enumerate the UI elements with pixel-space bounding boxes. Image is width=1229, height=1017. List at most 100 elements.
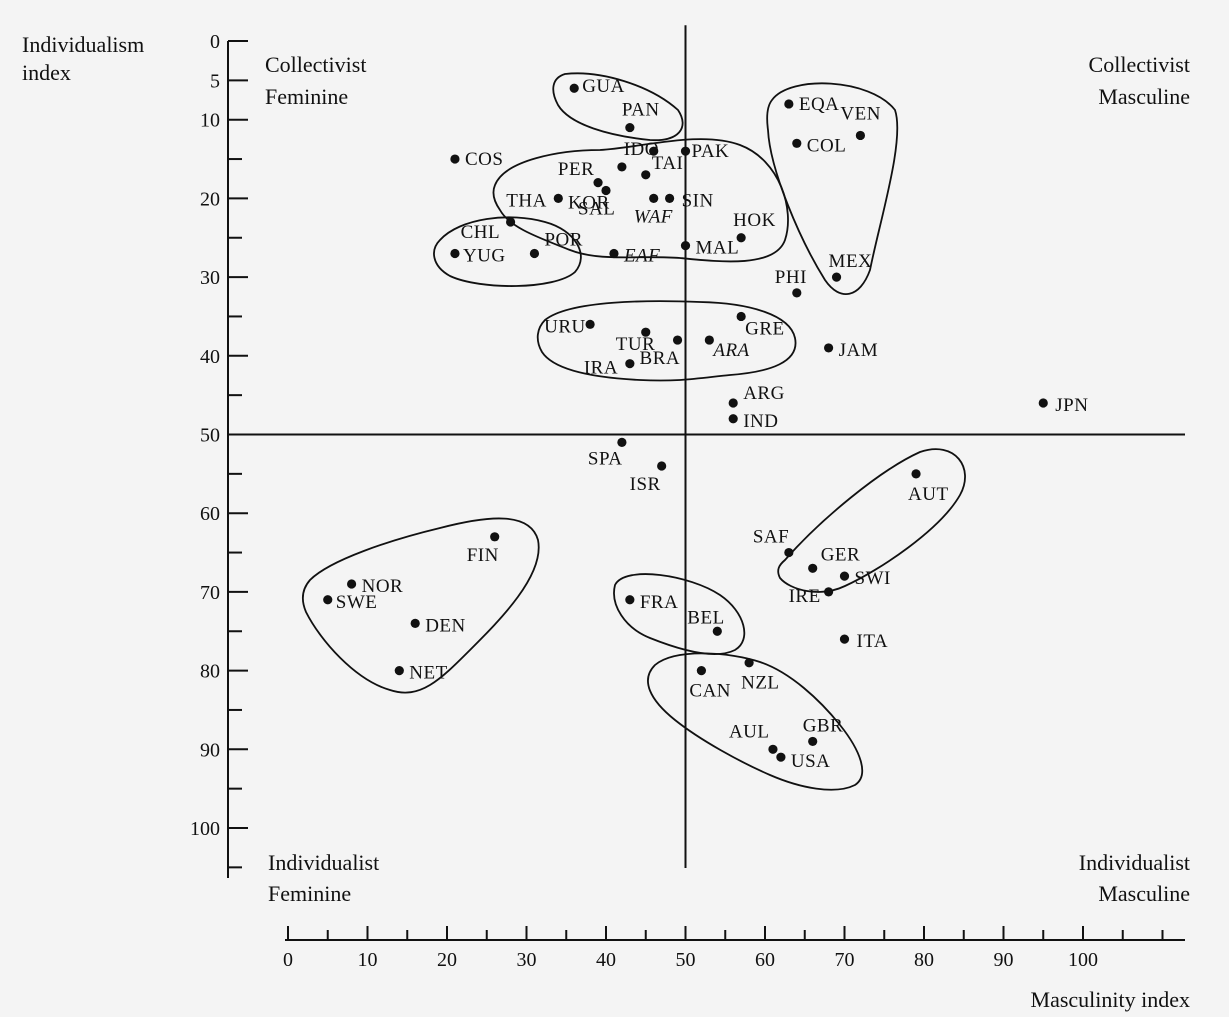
data-label-tur: TUR	[616, 334, 656, 355]
y-tick-label: 90	[200, 739, 220, 761]
x-axis-title: Masculinity index	[1031, 987, 1190, 1012]
data-point-jam	[824, 343, 834, 353]
data-point-waf	[649, 193, 659, 203]
data-point-hok	[736, 233, 746, 243]
data-label-col: COL	[807, 135, 847, 156]
cluster-asia	[492, 138, 789, 263]
data-label-tai: TAI	[652, 153, 684, 174]
data-point-nzl	[744, 658, 754, 668]
data-point-tha	[553, 193, 563, 203]
data-label-gre: GRE	[745, 318, 785, 339]
cluster-chl-yug-por	[433, 216, 582, 287]
data-label-swe: SWE	[336, 592, 378, 613]
quadrant-top-left-line1: Collectivist	[265, 52, 366, 77]
data-label-mex: MEX	[829, 251, 873, 272]
data-label-den: DEN	[425, 615, 466, 636]
data-label-chl: CHL	[461, 222, 501, 243]
data-point-den	[410, 618, 420, 628]
data-point-can	[696, 666, 707, 676]
data-point-ita	[839, 634, 850, 644]
data-label-spa: SPA	[588, 448, 623, 469]
data-point-sin	[665, 193, 675, 203]
y-axis-title-line1: Individualism	[22, 32, 144, 57]
data-label-ido: IDO	[624, 139, 659, 160]
x-tick-label: 100	[1068, 949, 1098, 971]
data-points: GUA PAN EQA VEN COL COS IDO PAK PER TAI THA SAL SIN W…	[323, 76, 1088, 772]
data-point-usa	[776, 752, 786, 762]
data-point-fin	[490, 532, 500, 542]
x-tick-label: 60	[755, 949, 775, 971]
axes: 0 5 10 20 30 40 50 60 70 80 90 100 0 10 20 30 40 50 60 70 80…	[190, 25, 1185, 971]
quadrant-top-right-line2: Masculine	[1098, 84, 1190, 109]
data-point-mal	[680, 241, 691, 251]
data-label-usa: USA	[791, 751, 831, 772]
data-label-bra: BRA	[640, 348, 681, 369]
data-point-col	[792, 138, 802, 148]
quadrant-bottom-left-line2: Feminine	[268, 881, 351, 906]
cluster-aut-ger-swi	[777, 448, 966, 593]
y-tick-label: 10	[200, 110, 220, 132]
data-label-uru: URU	[544, 316, 586, 337]
data-label-yug: YUG	[463, 245, 506, 266]
data-label-mal: MAL	[696, 238, 740, 259]
data-point-pak	[680, 146, 691, 156]
data-label-gua: GUA	[582, 76, 625, 97]
y-tick-label: 30	[200, 267, 220, 289]
x-tick-label: 90	[994, 949, 1014, 971]
data-point-tai	[641, 170, 651, 180]
data-point-jpn	[1038, 398, 1048, 408]
data-label-ira: IRA	[584, 358, 618, 379]
data-point-ven	[855, 130, 866, 141]
data-label-bel: BEL	[687, 607, 724, 628]
y-tick-label: 70	[200, 582, 220, 604]
data-label-ire: IRE	[789, 586, 821, 607]
data-point-tur	[641, 327, 651, 337]
quadrant-top-right-line1: Collectivist	[1089, 52, 1190, 77]
data-label-pan: PAN	[622, 100, 660, 121]
data-label-ita: ITA	[857, 631, 889, 652]
data-label-por: POR	[544, 229, 582, 250]
x-tick-label: 70	[835, 949, 855, 971]
data-point-mex	[831, 272, 842, 282]
cluster-outlines	[301, 72, 966, 791]
data-label-hok: HOK	[733, 210, 776, 231]
data-label-net: NET	[409, 663, 447, 684]
y-tick-label: 5	[210, 70, 220, 92]
data-label-nzl: NZL	[741, 673, 779, 694]
data-point-por	[529, 248, 540, 259]
data-label-pak: PAK	[692, 141, 730, 162]
cluster-eqa-ven-col-mex	[766, 82, 899, 295]
data-label-isr: ISR	[630, 474, 661, 495]
data-point-spa	[617, 437, 627, 447]
data-point-ara	[704, 335, 714, 345]
chart-labels: Individualism index Masculinity index Co…	[22, 32, 1190, 1012]
x-tick-label: 40	[596, 949, 616, 971]
data-label-saf: SAF	[753, 527, 789, 548]
x-tick-label: 30	[517, 949, 537, 971]
data-point-ger	[808, 563, 818, 573]
cluster-nordic	[301, 517, 540, 694]
y-tick-label: 0	[210, 31, 220, 53]
data-label-per: PER	[558, 159, 594, 180]
x-tick-label: 50	[676, 949, 696, 971]
data-point-gbr	[808, 736, 818, 747]
cluster-fra-bel	[613, 573, 746, 655]
data-point-eqa	[784, 99, 794, 109]
y-tick-label: 60	[200, 503, 220, 525]
data-label-waf: WAF	[634, 206, 673, 227]
data-point-uru	[585, 319, 595, 329]
data-point-swe	[323, 595, 333, 605]
data-point-phi	[792, 288, 802, 298]
data-label-nor: NOR	[362, 576, 404, 597]
data-point-gua	[569, 83, 579, 93]
data-point-aul	[768, 744, 778, 754]
data-point-kor	[593, 178, 603, 188]
data-label-arg: ARG	[743, 383, 785, 404]
data-label-ven: VEN	[840, 103, 881, 124]
data-point-ira	[625, 359, 635, 369]
data-label-swi: SWI	[855, 568, 891, 589]
data-label-eqa: EQA	[799, 94, 840, 115]
data-label-fin: FIN	[467, 545, 499, 566]
data-label-gbr: GBR	[803, 715, 844, 736]
data-point-isr	[657, 461, 667, 471]
